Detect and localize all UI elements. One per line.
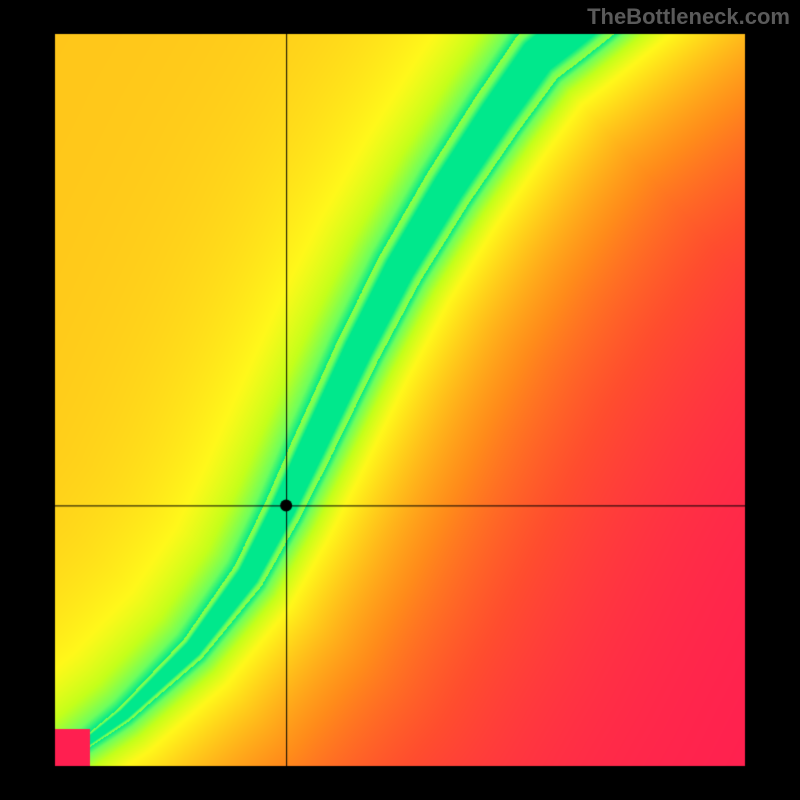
chart-container: TheBottleneck.com: [0, 0, 800, 800]
watermark-text: TheBottleneck.com: [587, 4, 790, 30]
heatmap-canvas: [0, 0, 800, 800]
